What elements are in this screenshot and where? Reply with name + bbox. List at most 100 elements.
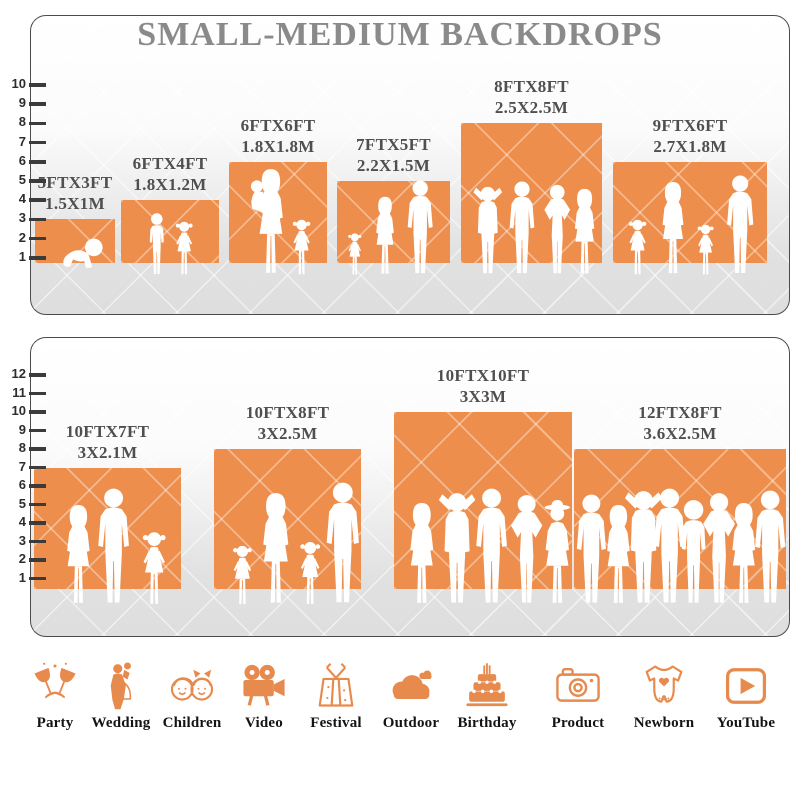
size-m-text: 3X3M <box>459 387 507 406</box>
size-m-text: 3X2.5M <box>257 424 318 443</box>
large-panel: 1 2 3 4 5 6 7 8 9 10 11 12 10FTX7FT 3X2.1M 10FTX8FT 3X2… <box>12 337 793 637</box>
size-ft-text: 5FTX3FT <box>37 173 113 193</box>
size-m-text: 1.8X1.8M <box>241 136 315 156</box>
ruler-number: 8 <box>18 114 26 130</box>
festival-icon <box>310 660 362 712</box>
ruler-number: 3 <box>18 532 26 548</box>
baby-silhouette <box>57 237 105 269</box>
category-festival: Festival <box>290 660 382 732</box>
ruler-tick <box>29 576 46 581</box>
size-m-text: 2.5X2.5M <box>494 98 569 118</box>
backdrop-size-label: 6FTX6FT 1.8X1.8M <box>241 115 316 157</box>
size-m-text: 2.7X1.8M <box>653 136 727 156</box>
ruler-number: 10 <box>11 76 26 91</box>
ruler-tick <box>29 391 46 396</box>
category-outdoor: Outdoor <box>365 660 457 732</box>
woman-silhouette <box>654 181 692 276</box>
ruler-tick <box>29 428 46 433</box>
ruler-number: 4 <box>18 514 26 529</box>
size-ft-text: 6FTX6FT <box>240 115 316 135</box>
ruler-tick <box>29 539 46 544</box>
backdrop-size-label: 12FTX8FT 3.6X2.5M <box>638 402 722 444</box>
category-row: Party Wedding Children Video Festival Ou… <box>0 660 800 770</box>
ruler-tick <box>29 502 46 507</box>
birthday-icon <box>461 660 513 712</box>
girl-silhouette <box>173 220 195 276</box>
outdoor-icon <box>385 660 437 712</box>
children-icon <box>166 660 218 712</box>
man-silhouette <box>401 180 439 276</box>
size-ft-text: 9FTX6FT <box>652 115 728 135</box>
ruler-number: 3 <box>18 210 26 226</box>
ruler-tick <box>29 410 46 414</box>
woman-silhouette <box>567 188 602 276</box>
size-m-text: 3.6X2.5M <box>643 424 717 443</box>
category-label: Product <box>551 715 605 731</box>
size-m-text: 1.5X1M <box>45 194 105 214</box>
backdrop-size-label: 8FTX8FT 2.5X2.5M <box>494 76 569 118</box>
ruler-tick <box>29 83 46 87</box>
ruler-number: 7 <box>18 458 26 474</box>
girl-silhouette <box>626 218 649 276</box>
girl-silhouette <box>346 232 364 276</box>
ruler-number: 2 <box>18 229 26 245</box>
backdrop-size-label: 10FTX7FT 3X2.1M <box>66 421 150 463</box>
ruler-tick <box>29 198 46 202</box>
ruler-tick <box>29 447 46 451</box>
woman-silhouette <box>253 492 299 606</box>
category-label: Wedding <box>91 715 151 731</box>
man-silhouette <box>318 482 368 606</box>
small-medium-panel: 1 2 3 4 5 6 7 8 9 10 5FTX3FT 1.5X1M 6FTX4FT 1.8X1.2M 6… <box>12 15 790 315</box>
backdrop-size-label: 5FTX3FT 1.5X1M <box>38 172 113 214</box>
ruler-number: 2 <box>18 551 26 566</box>
category-product: Product <box>532 660 624 732</box>
man-silhouette <box>503 181 541 276</box>
backdrop-block-6ftx4ft <box>121 200 219 263</box>
boy-silhouette <box>144 212 170 276</box>
ruler-tick <box>29 558 46 562</box>
page-title: SMALL-MEDIUM BACKDROPS <box>137 16 663 53</box>
ruler-tick <box>29 256 46 260</box>
ruler-number: 7 <box>18 133 26 149</box>
category-label: Children <box>162 715 222 731</box>
woman-silhouette <box>369 196 401 276</box>
ruler-number: 12 <box>11 366 26 381</box>
girl-silhouette <box>139 530 169 606</box>
manup-silhouette <box>468 186 508 276</box>
man-silhouette <box>90 488 137 606</box>
ruler-tick <box>29 102 46 106</box>
ruler-tick <box>29 484 46 488</box>
size-ft-text: 7FTX5FT <box>356 135 431 154</box>
newborn-icon <box>638 660 690 712</box>
ruler-number: 4 <box>18 191 26 207</box>
category-label: Party <box>36 715 74 731</box>
girl-silhouette <box>695 223 716 276</box>
category-party: Party <box>9 660 101 732</box>
ruler-number: 6 <box>18 477 26 492</box>
ruler-tick <box>29 121 46 126</box>
ruler-number: 5 <box>18 172 26 187</box>
ruler-number: 9 <box>18 95 26 111</box>
ruler-tick <box>29 160 46 164</box>
category-birthday: Birthday <box>441 660 533 732</box>
ruler-number: 5 <box>18 495 26 511</box>
category-label: Birthday <box>457 715 517 731</box>
ruler-tick <box>29 179 46 183</box>
backdrop-size-label: 10FTX10FT 3X3M <box>437 365 529 407</box>
category-wedding: Wedding <box>75 660 167 732</box>
ruler-number: 1 <box>18 569 26 585</box>
category-label: YouTube <box>716 715 776 731</box>
ruler-tick <box>29 373 46 377</box>
category-newborn: Newborn <box>618 660 710 732</box>
youtube-icon <box>720 660 772 712</box>
girl-silhouette <box>230 544 255 606</box>
ruler-number: 8 <box>18 440 26 455</box>
category-children: Children <box>146 660 238 732</box>
ruler-number: 1 <box>18 248 26 264</box>
size-ft-text: 10FTX8FT <box>245 403 330 422</box>
category-label: Festival <box>310 715 362 731</box>
ruler-number: 6 <box>18 152 26 168</box>
category-label: Outdoor <box>382 715 440 731</box>
man-silhouette <box>747 490 793 606</box>
category-video: Video <box>218 660 310 732</box>
